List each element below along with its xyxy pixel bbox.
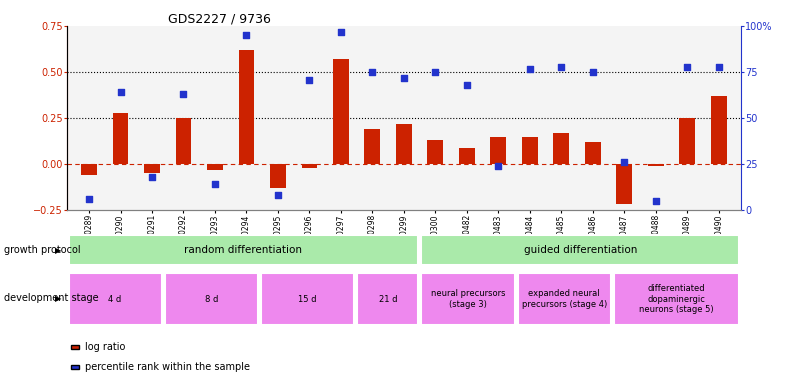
Text: 21 d: 21 d bbox=[378, 295, 397, 304]
Bar bbox=[616, 164, 632, 204]
Bar bbox=[69, 236, 418, 265]
Bar bbox=[396, 124, 411, 164]
Bar bbox=[239, 50, 255, 164]
Text: ▶: ▶ bbox=[55, 246, 61, 255]
Point bbox=[177, 91, 190, 97]
Text: log ratio: log ratio bbox=[85, 342, 125, 352]
Bar bbox=[585, 142, 600, 164]
Bar bbox=[333, 59, 349, 164]
Point bbox=[681, 64, 693, 70]
Bar bbox=[207, 164, 223, 170]
Point bbox=[272, 192, 284, 198]
Point bbox=[523, 66, 536, 72]
Bar bbox=[518, 273, 611, 325]
Bar bbox=[81, 164, 97, 175]
Text: guided differentiation: guided differentiation bbox=[523, 245, 637, 255]
Point bbox=[209, 181, 221, 187]
Point bbox=[114, 89, 127, 95]
Bar bbox=[711, 96, 727, 164]
Point bbox=[429, 69, 441, 75]
Bar bbox=[422, 236, 739, 265]
Text: growth protocol: growth protocol bbox=[4, 245, 80, 255]
Point bbox=[618, 159, 630, 165]
Point bbox=[460, 82, 473, 88]
Text: development stage: development stage bbox=[4, 293, 98, 303]
Bar bbox=[365, 129, 381, 164]
Bar bbox=[69, 273, 162, 325]
Text: 8 d: 8 d bbox=[205, 295, 218, 304]
Bar bbox=[427, 140, 443, 164]
Bar bbox=[261, 273, 354, 325]
Text: 15 d: 15 d bbox=[299, 295, 317, 304]
Point bbox=[397, 75, 410, 81]
Bar bbox=[490, 136, 506, 164]
Point bbox=[555, 64, 567, 70]
Point bbox=[366, 69, 379, 75]
Bar bbox=[270, 164, 286, 188]
Bar bbox=[422, 273, 515, 325]
Point bbox=[586, 69, 599, 75]
Bar bbox=[679, 118, 695, 164]
Point bbox=[649, 198, 662, 204]
Point bbox=[83, 196, 95, 202]
Bar bbox=[357, 273, 418, 325]
Point bbox=[303, 76, 316, 82]
Bar bbox=[176, 118, 191, 164]
Bar bbox=[553, 133, 569, 164]
Text: expanded neural
precursors (stage 4): expanded neural precursors (stage 4) bbox=[522, 290, 607, 309]
Point bbox=[712, 64, 725, 70]
Bar bbox=[459, 147, 474, 164]
Bar bbox=[165, 273, 258, 325]
Text: random differentiation: random differentiation bbox=[184, 245, 303, 255]
Point bbox=[335, 29, 348, 35]
Text: percentile rank within the sample: percentile rank within the sample bbox=[85, 362, 250, 372]
Text: neural precursors
(stage 3): neural precursors (stage 3) bbox=[431, 290, 505, 309]
Point bbox=[146, 174, 158, 180]
Bar bbox=[113, 112, 128, 164]
Point bbox=[240, 33, 253, 39]
Bar bbox=[648, 164, 663, 166]
Text: ▶: ▶ bbox=[55, 294, 61, 303]
Bar bbox=[302, 164, 318, 168]
Bar bbox=[522, 136, 537, 164]
Bar bbox=[144, 164, 160, 173]
Text: 4 d: 4 d bbox=[109, 295, 121, 304]
Point bbox=[492, 163, 504, 169]
Text: GDS2227 / 9736: GDS2227 / 9736 bbox=[168, 12, 271, 25]
Bar bbox=[614, 273, 739, 325]
Text: differentiated
dopaminergic
neurons (stage 5): differentiated dopaminergic neurons (sta… bbox=[639, 284, 714, 314]
